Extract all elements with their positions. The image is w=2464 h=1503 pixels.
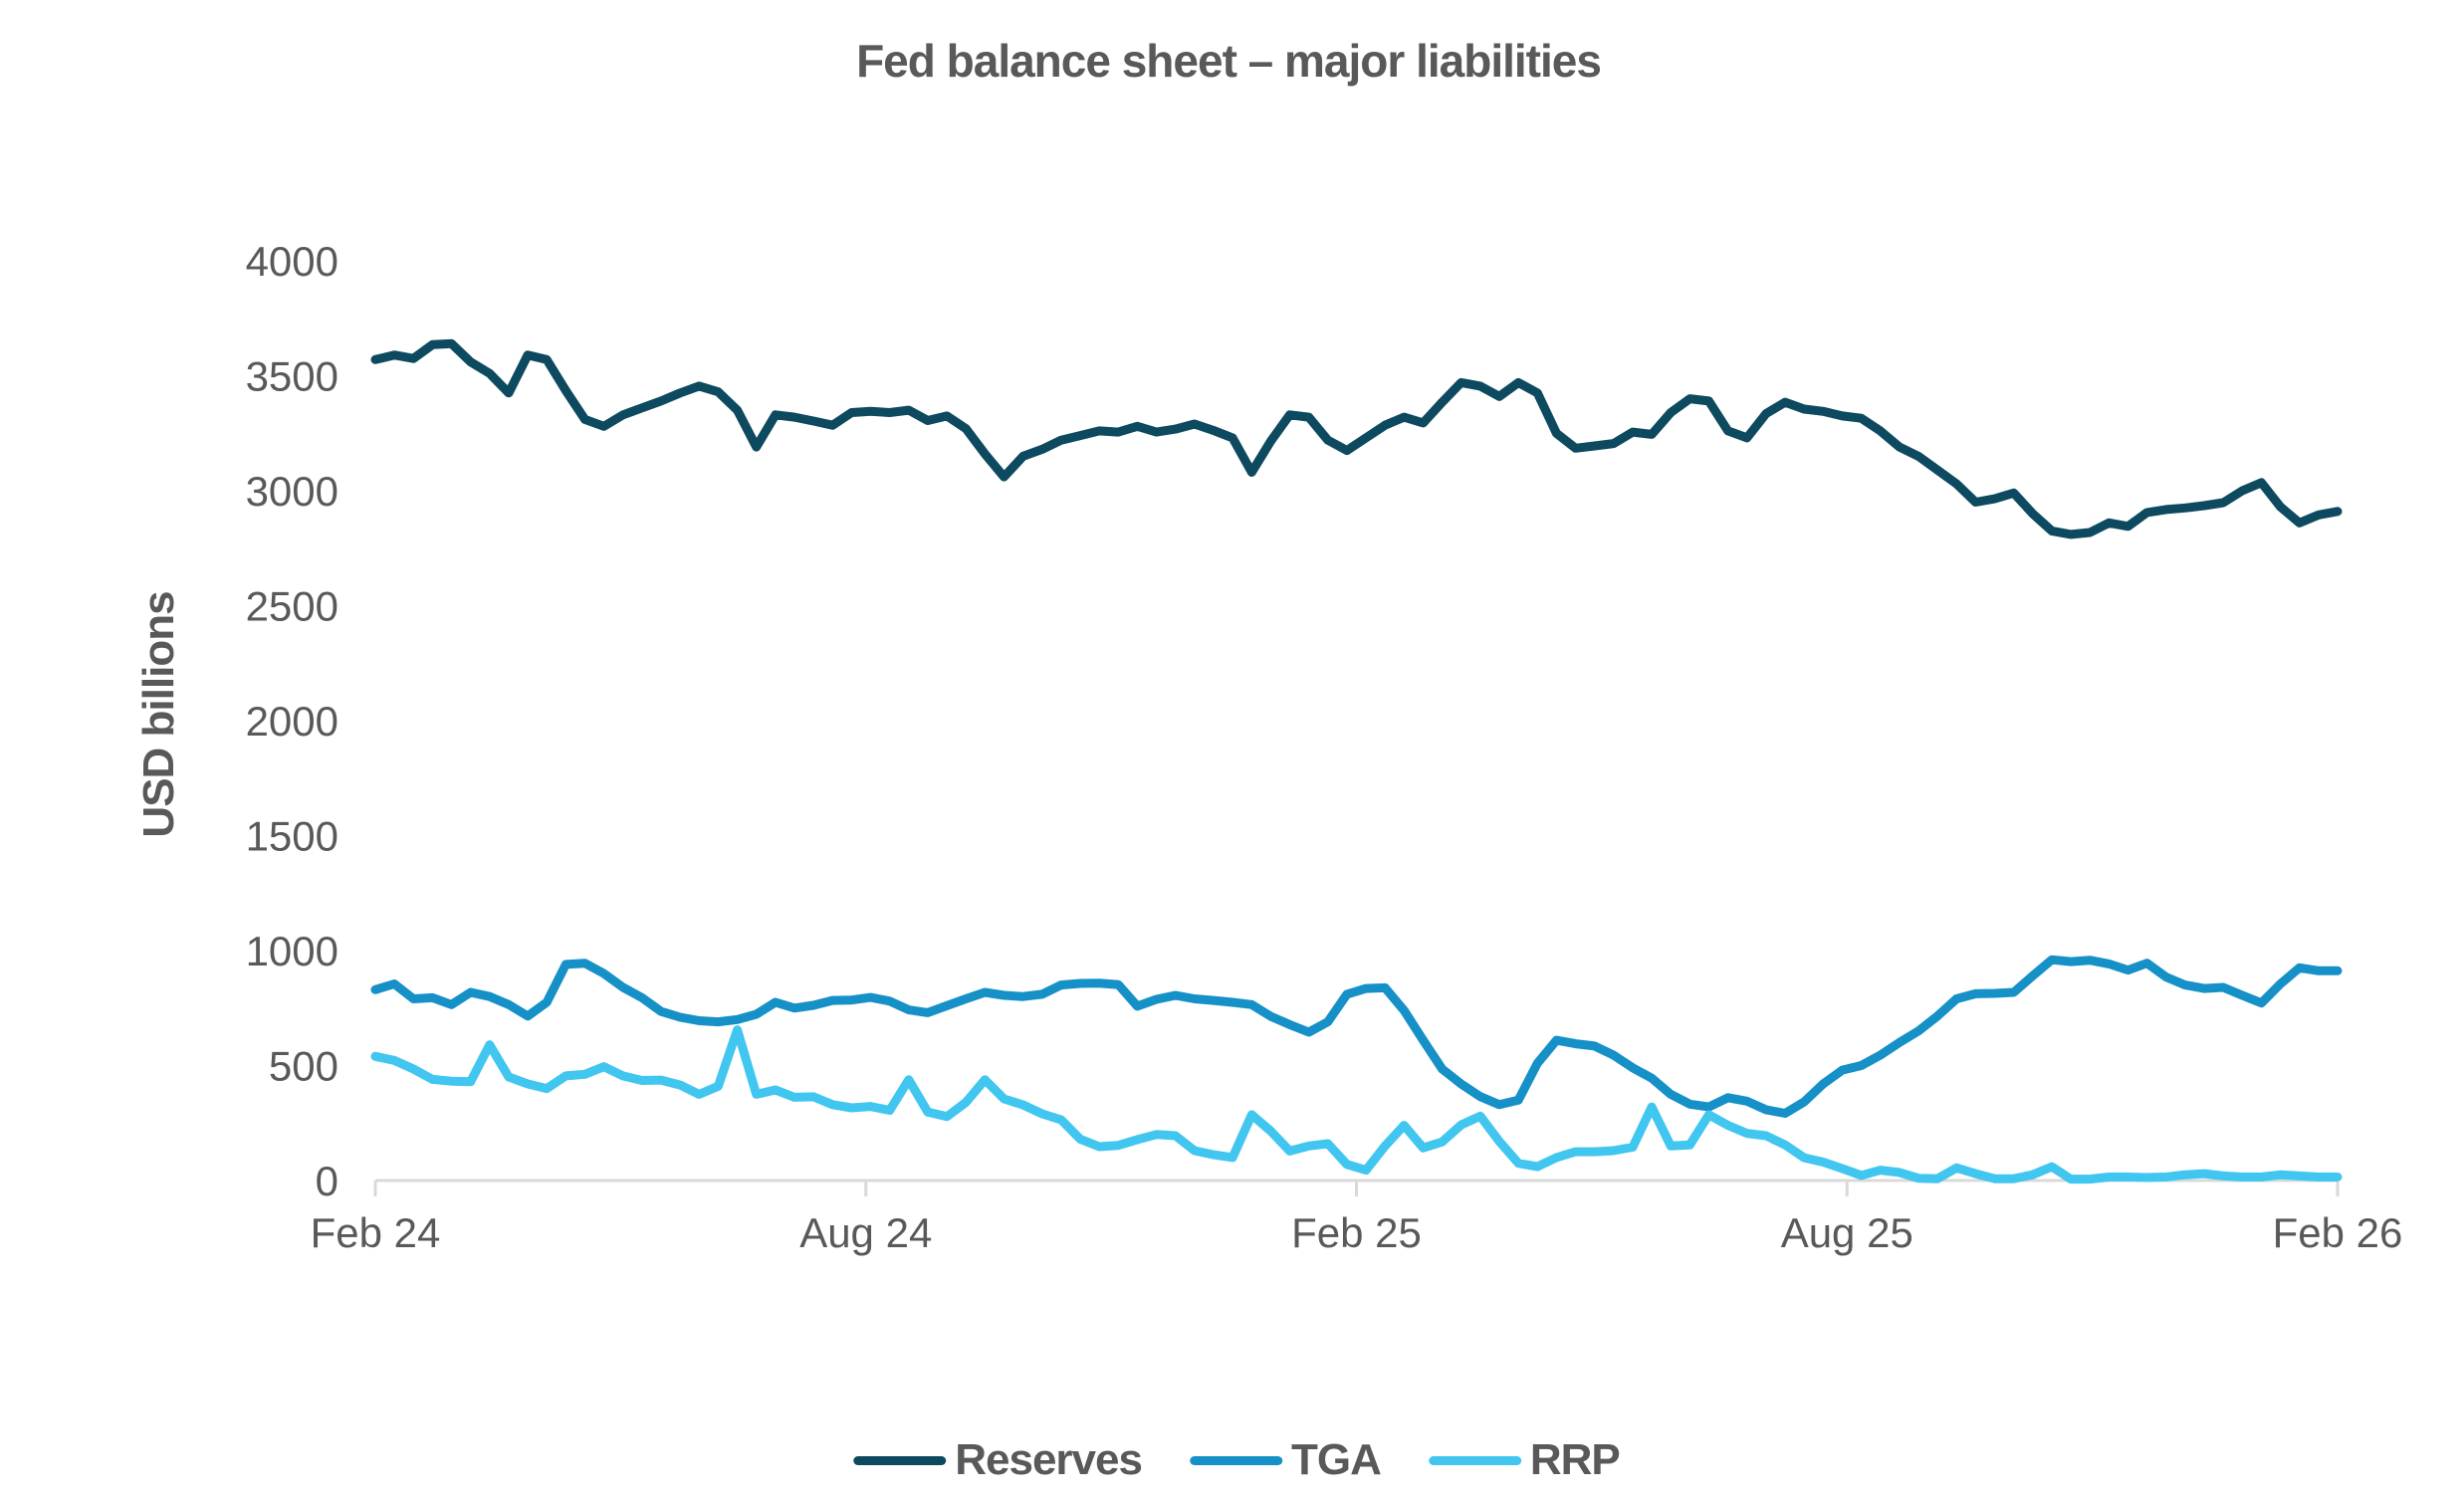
legend: Reserves TGA RRP [853,1435,1621,1485]
legend-item-tga: TGA [1189,1435,1382,1485]
y-tick-label-1000: 1000 [246,928,338,974]
legend-label-reserves: Reserves [955,1435,1143,1484]
legend-item-reserves: Reserves [853,1435,1143,1485]
reserves-line-swatch-icon [853,1455,947,1465]
x-tick-label-feb-26: Feb 26 [2273,1209,2403,1256]
x-tick-label-aug-24: Aug 24 [799,1209,932,1256]
legend-label-rrp: RRP [1529,1435,1621,1484]
tga-line-swatch-icon [1189,1455,1282,1465]
x-tick-label-aug-25: Aug 25 [1781,1209,1913,1256]
series-line-tga [370,955,2343,1118]
series-line-rrp [370,1025,2343,1184]
y-tick-label-1500: 1500 [246,813,338,860]
x-tick-label-feb-25: Feb 25 [1291,1209,1422,1256]
chart-title: Fed balance sheet – major liabilities [856,35,1602,87]
y-tick-label-3500: 3500 [246,353,338,400]
x-tick-label-feb-24: Feb 24 [311,1209,441,1256]
legend-label-tga: TGA [1290,1435,1382,1484]
rrp-line-swatch-icon [1428,1455,1521,1465]
legend-item-rrp: RRP [1428,1435,1621,1485]
y-tick-label-4000: 4000 [246,238,338,285]
series-line-reserves [370,338,2343,539]
y-tick-label-500: 500 [269,1043,338,1090]
y-tick-label-2500: 2500 [246,583,338,630]
y-tick-label-3000: 3000 [246,468,338,515]
y-tick-label-2000: 2000 [246,698,338,745]
y-tick-label-0: 0 [316,1158,338,1204]
